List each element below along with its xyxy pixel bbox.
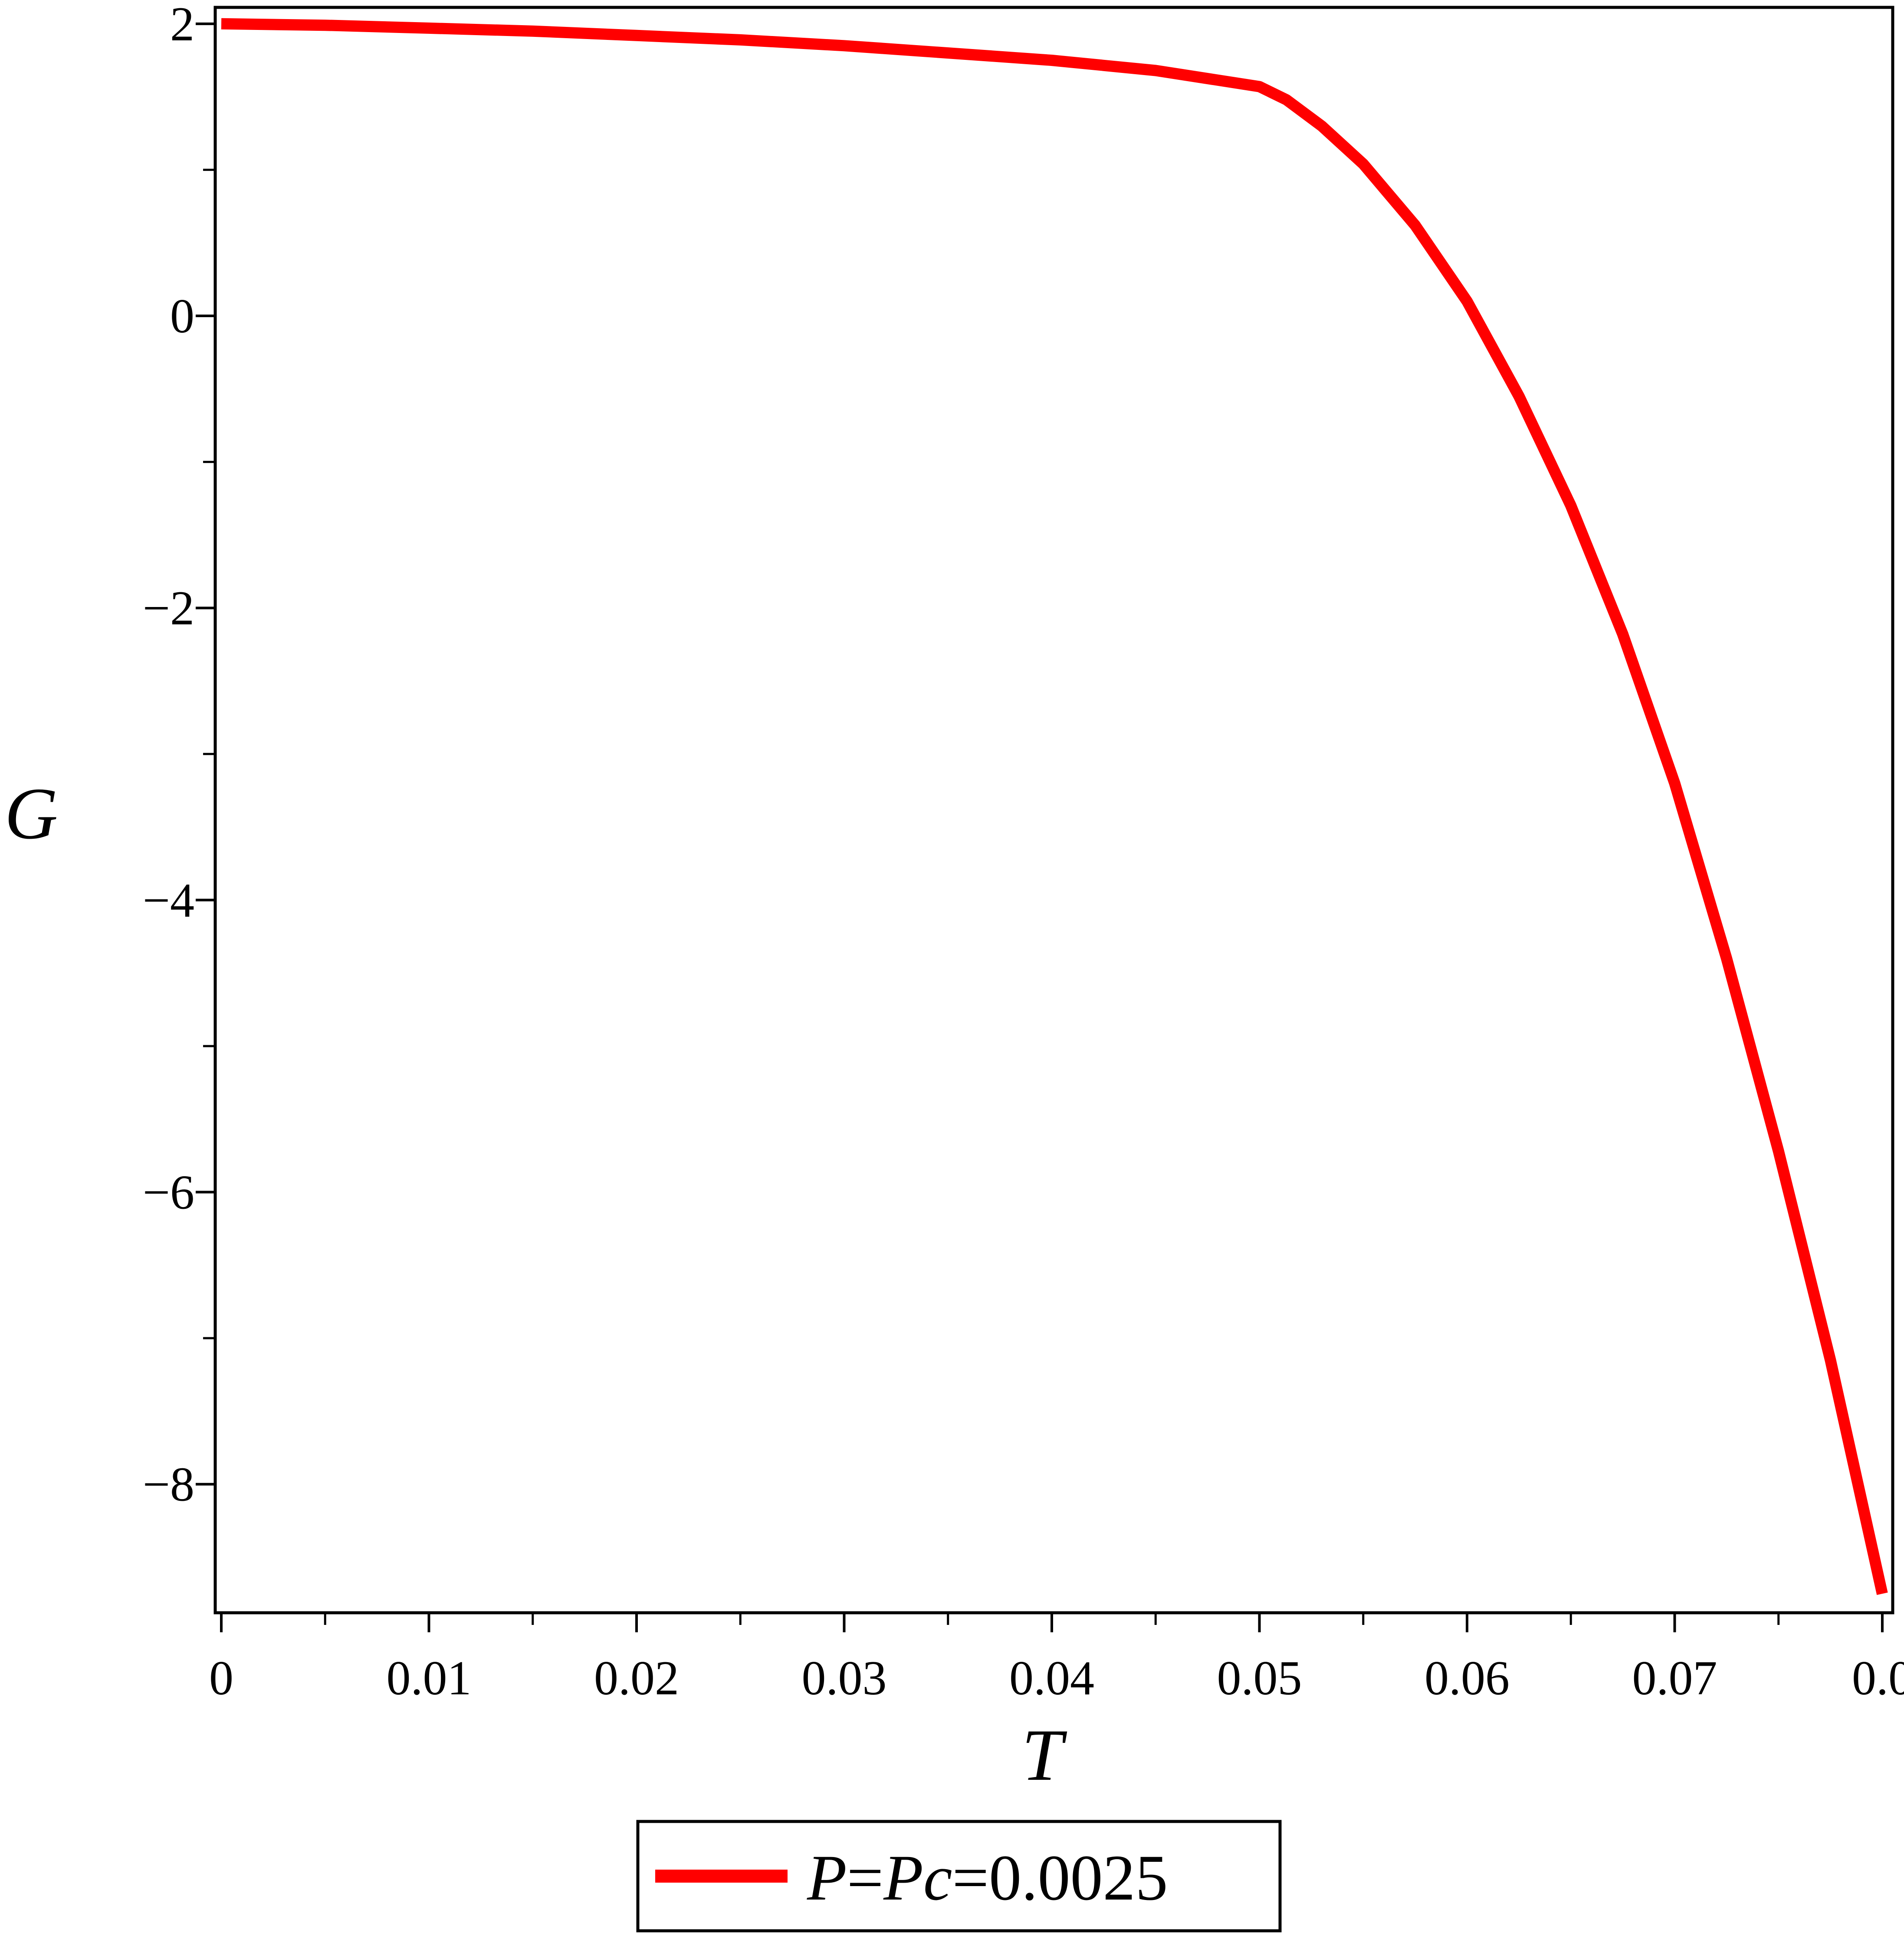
x-tick-label: 0.03	[802, 1651, 887, 1705]
x-tick-label: 0.04	[1009, 1651, 1094, 1705]
x-axis-title: T	[1022, 1714, 1067, 1796]
y-tick-label: 0	[170, 289, 194, 343]
x-tick-label: 0.05	[1217, 1651, 1302, 1705]
y-tick-label: −4	[143, 873, 194, 927]
plot-frame	[213, 6, 1894, 1614]
x-tick-label: 0.01	[387, 1651, 472, 1705]
y-tick-label: −2	[143, 581, 194, 635]
legend: P=Pc=0.0025	[636, 1820, 1282, 1933]
y-axis-ticks: 2 0 −2 −4 −6 −8	[143, 0, 215, 1512]
x-axis-ticks: 0 0.01 0.02 0.03 0.04 0.05 0.06 0.07 0.0	[209, 1613, 1904, 1705]
y-axis-title: G	[5, 773, 58, 854]
x-tick-label: 0.02	[594, 1651, 679, 1705]
series-layer	[221, 18, 1888, 1595]
x-tick-label: 0.07	[1632, 1651, 1717, 1705]
y-tick-label: −8	[143, 1458, 194, 1512]
y-tick-label: 2	[170, 0, 194, 51]
x-tick-label: 0	[209, 1651, 233, 1705]
x-tick-label: 0.0	[1852, 1651, 1904, 1705]
legend-label: P=Pc=0.0025	[807, 1842, 1168, 1914]
series-line	[221, 18, 1888, 1595]
x-tick-label: 0.06	[1425, 1651, 1510, 1705]
y-tick-label: −6	[143, 1166, 194, 1220]
